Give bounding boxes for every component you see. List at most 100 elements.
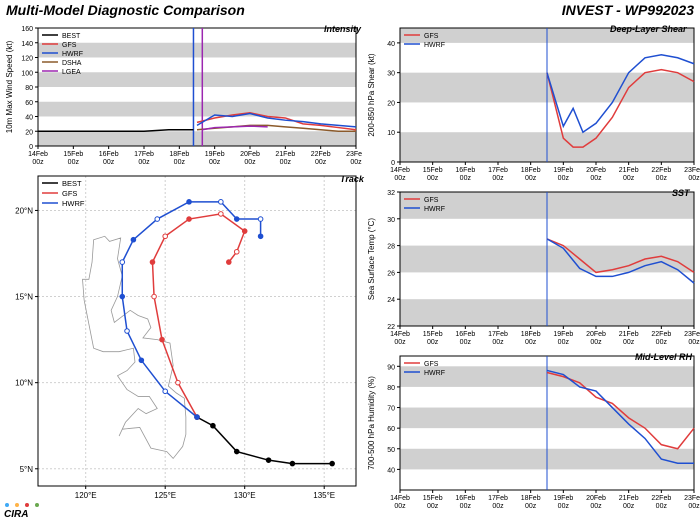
svg-text:100: 100 (21, 70, 33, 77)
svg-text:60: 60 (25, 100, 33, 107)
svg-text:HWRF: HWRF (424, 370, 445, 377)
svg-text:00z: 00z (558, 339, 570, 346)
svg-text:19Feb: 19Feb (553, 167, 573, 174)
svg-text:160: 160 (21, 26, 33, 33)
svg-text:00z: 00z (68, 159, 80, 166)
svg-text:40: 40 (25, 115, 33, 122)
svg-text:BEST: BEST (62, 33, 81, 40)
svg-text:Sea Surface Temp (°C): Sea Surface Temp (°C) (367, 218, 376, 301)
chart-container: Multi-Model Diagnostic Comparison INVEST… (0, 0, 700, 525)
svg-text:00z: 00z (394, 175, 406, 182)
svg-text:700-500 hPa Humidity (%): 700-500 hPa Humidity (%) (367, 376, 376, 470)
svg-text:00z: 00z (525, 175, 537, 182)
svg-text:80: 80 (25, 85, 33, 92)
svg-text:20Feb: 20Feb (586, 331, 606, 338)
svg-text:16Feb: 16Feb (99, 151, 119, 158)
svg-text:5°N: 5°N (20, 465, 34, 474)
svg-text:15Feb: 15Feb (63, 151, 83, 158)
svg-text:00z: 00z (492, 339, 504, 346)
svg-text:18Feb: 18Feb (169, 151, 189, 158)
svg-text:HWRF: HWRF (62, 199, 85, 208)
svg-text:135°E: 135°E (313, 491, 335, 500)
svg-text:70: 70 (387, 406, 395, 413)
track-title: Track (340, 174, 364, 184)
svg-text:00z: 00z (590, 503, 602, 510)
svg-text:00z: 00z (623, 339, 635, 346)
svg-text:00z: 00z (525, 339, 537, 346)
svg-text:15Feb: 15Feb (423, 495, 443, 502)
svg-text:21Feb: 21Feb (619, 495, 639, 502)
invest-title: INVEST - WP992023 (562, 2, 694, 18)
svg-text:00z: 00z (525, 503, 537, 510)
cira-logo: CIRA (4, 498, 44, 523)
svg-text:60: 60 (387, 426, 395, 433)
svg-text:17Feb: 17Feb (488, 495, 508, 502)
svg-text:18Feb: 18Feb (521, 331, 541, 338)
svg-text:00z: 00z (558, 503, 570, 510)
svg-text:00z: 00z (138, 159, 150, 166)
svg-text:00z: 00z (427, 339, 439, 346)
svg-text:LGEA: LGEA (62, 69, 81, 76)
svg-text:40: 40 (387, 467, 395, 474)
svg-text:14Feb: 14Feb (390, 331, 410, 338)
svg-text:20°N: 20°N (15, 206, 33, 215)
svg-text:22Feb: 22Feb (311, 151, 331, 158)
svg-text:00z: 00z (590, 339, 602, 346)
svg-text:120: 120 (21, 56, 33, 63)
svg-text:23Feb: 23Feb (684, 167, 700, 174)
svg-text:130°E: 130°E (234, 491, 256, 500)
svg-text:00z: 00z (656, 339, 668, 346)
svg-text:BEST: BEST (62, 179, 82, 188)
svg-text:20: 20 (25, 129, 33, 136)
svg-text:21Feb: 21Feb (619, 331, 639, 338)
rh-panel: 40506070809014Feb00z15Feb00z16Feb00z17Fe… (362, 350, 700, 514)
svg-text:00z: 00z (209, 159, 221, 166)
svg-text:HWRF: HWRF (424, 206, 445, 213)
svg-text:20Feb: 20Feb (240, 151, 260, 158)
rh-title: Mid-Level RH (635, 352, 692, 362)
svg-text:00z: 00z (103, 159, 115, 166)
svg-text:0: 0 (29, 144, 33, 151)
svg-text:00z: 00z (460, 175, 472, 182)
svg-text:00z: 00z (590, 175, 602, 182)
svg-text:16Feb: 16Feb (455, 495, 475, 502)
svg-text:10°N: 10°N (15, 379, 33, 388)
svg-text:15°N: 15°N (15, 293, 33, 302)
svg-text:HWRF: HWRF (62, 51, 83, 58)
svg-text:14Feb: 14Feb (28, 151, 48, 158)
svg-text:GFS: GFS (62, 42, 77, 49)
svg-text:19Feb: 19Feb (553, 495, 573, 502)
svg-text:00z: 00z (688, 339, 700, 346)
svg-text:140: 140 (21, 41, 33, 48)
svg-text:80: 80 (387, 385, 395, 392)
svg-text:00z: 00z (688, 503, 700, 510)
svg-text:120°E: 120°E (75, 491, 97, 500)
svg-text:50: 50 (387, 447, 395, 454)
intensity-title: Intensity (324, 24, 361, 34)
svg-text:00z: 00z (174, 159, 186, 166)
svg-text:DSHA: DSHA (62, 60, 82, 67)
svg-text:40: 40 (387, 41, 395, 48)
svg-text:200-850 hPa Shear (kt): 200-850 hPa Shear (kt) (367, 53, 376, 136)
svg-text:22Feb: 22Feb (651, 331, 671, 338)
svg-text:00z: 00z (427, 503, 439, 510)
svg-text:21Feb: 21Feb (275, 151, 295, 158)
svg-text:GFS: GFS (62, 189, 77, 198)
svg-text:GFS: GFS (424, 197, 439, 204)
svg-text:15Feb: 15Feb (423, 331, 443, 338)
svg-text:10: 10 (387, 130, 395, 137)
svg-text:00z: 00z (460, 503, 472, 510)
svg-text:30: 30 (387, 71, 395, 78)
svg-text:00z: 00z (315, 159, 327, 166)
shear-title: Deep-Layer Shear (610, 24, 687, 34)
svg-text:22: 22 (387, 324, 395, 331)
shear-panel: 01020304014Feb00z15Feb00z16Feb00z17Feb00… (362, 22, 700, 186)
svg-text:GFS: GFS (424, 361, 439, 368)
svg-text:19Feb: 19Feb (205, 151, 225, 158)
svg-text:00z: 00z (460, 339, 472, 346)
svg-text:17Feb: 17Feb (488, 331, 508, 338)
svg-text:00z: 00z (32, 159, 44, 166)
svg-text:24: 24 (387, 297, 395, 304)
svg-text:23Feb: 23Feb (346, 151, 362, 158)
svg-text:00z: 00z (350, 159, 362, 166)
